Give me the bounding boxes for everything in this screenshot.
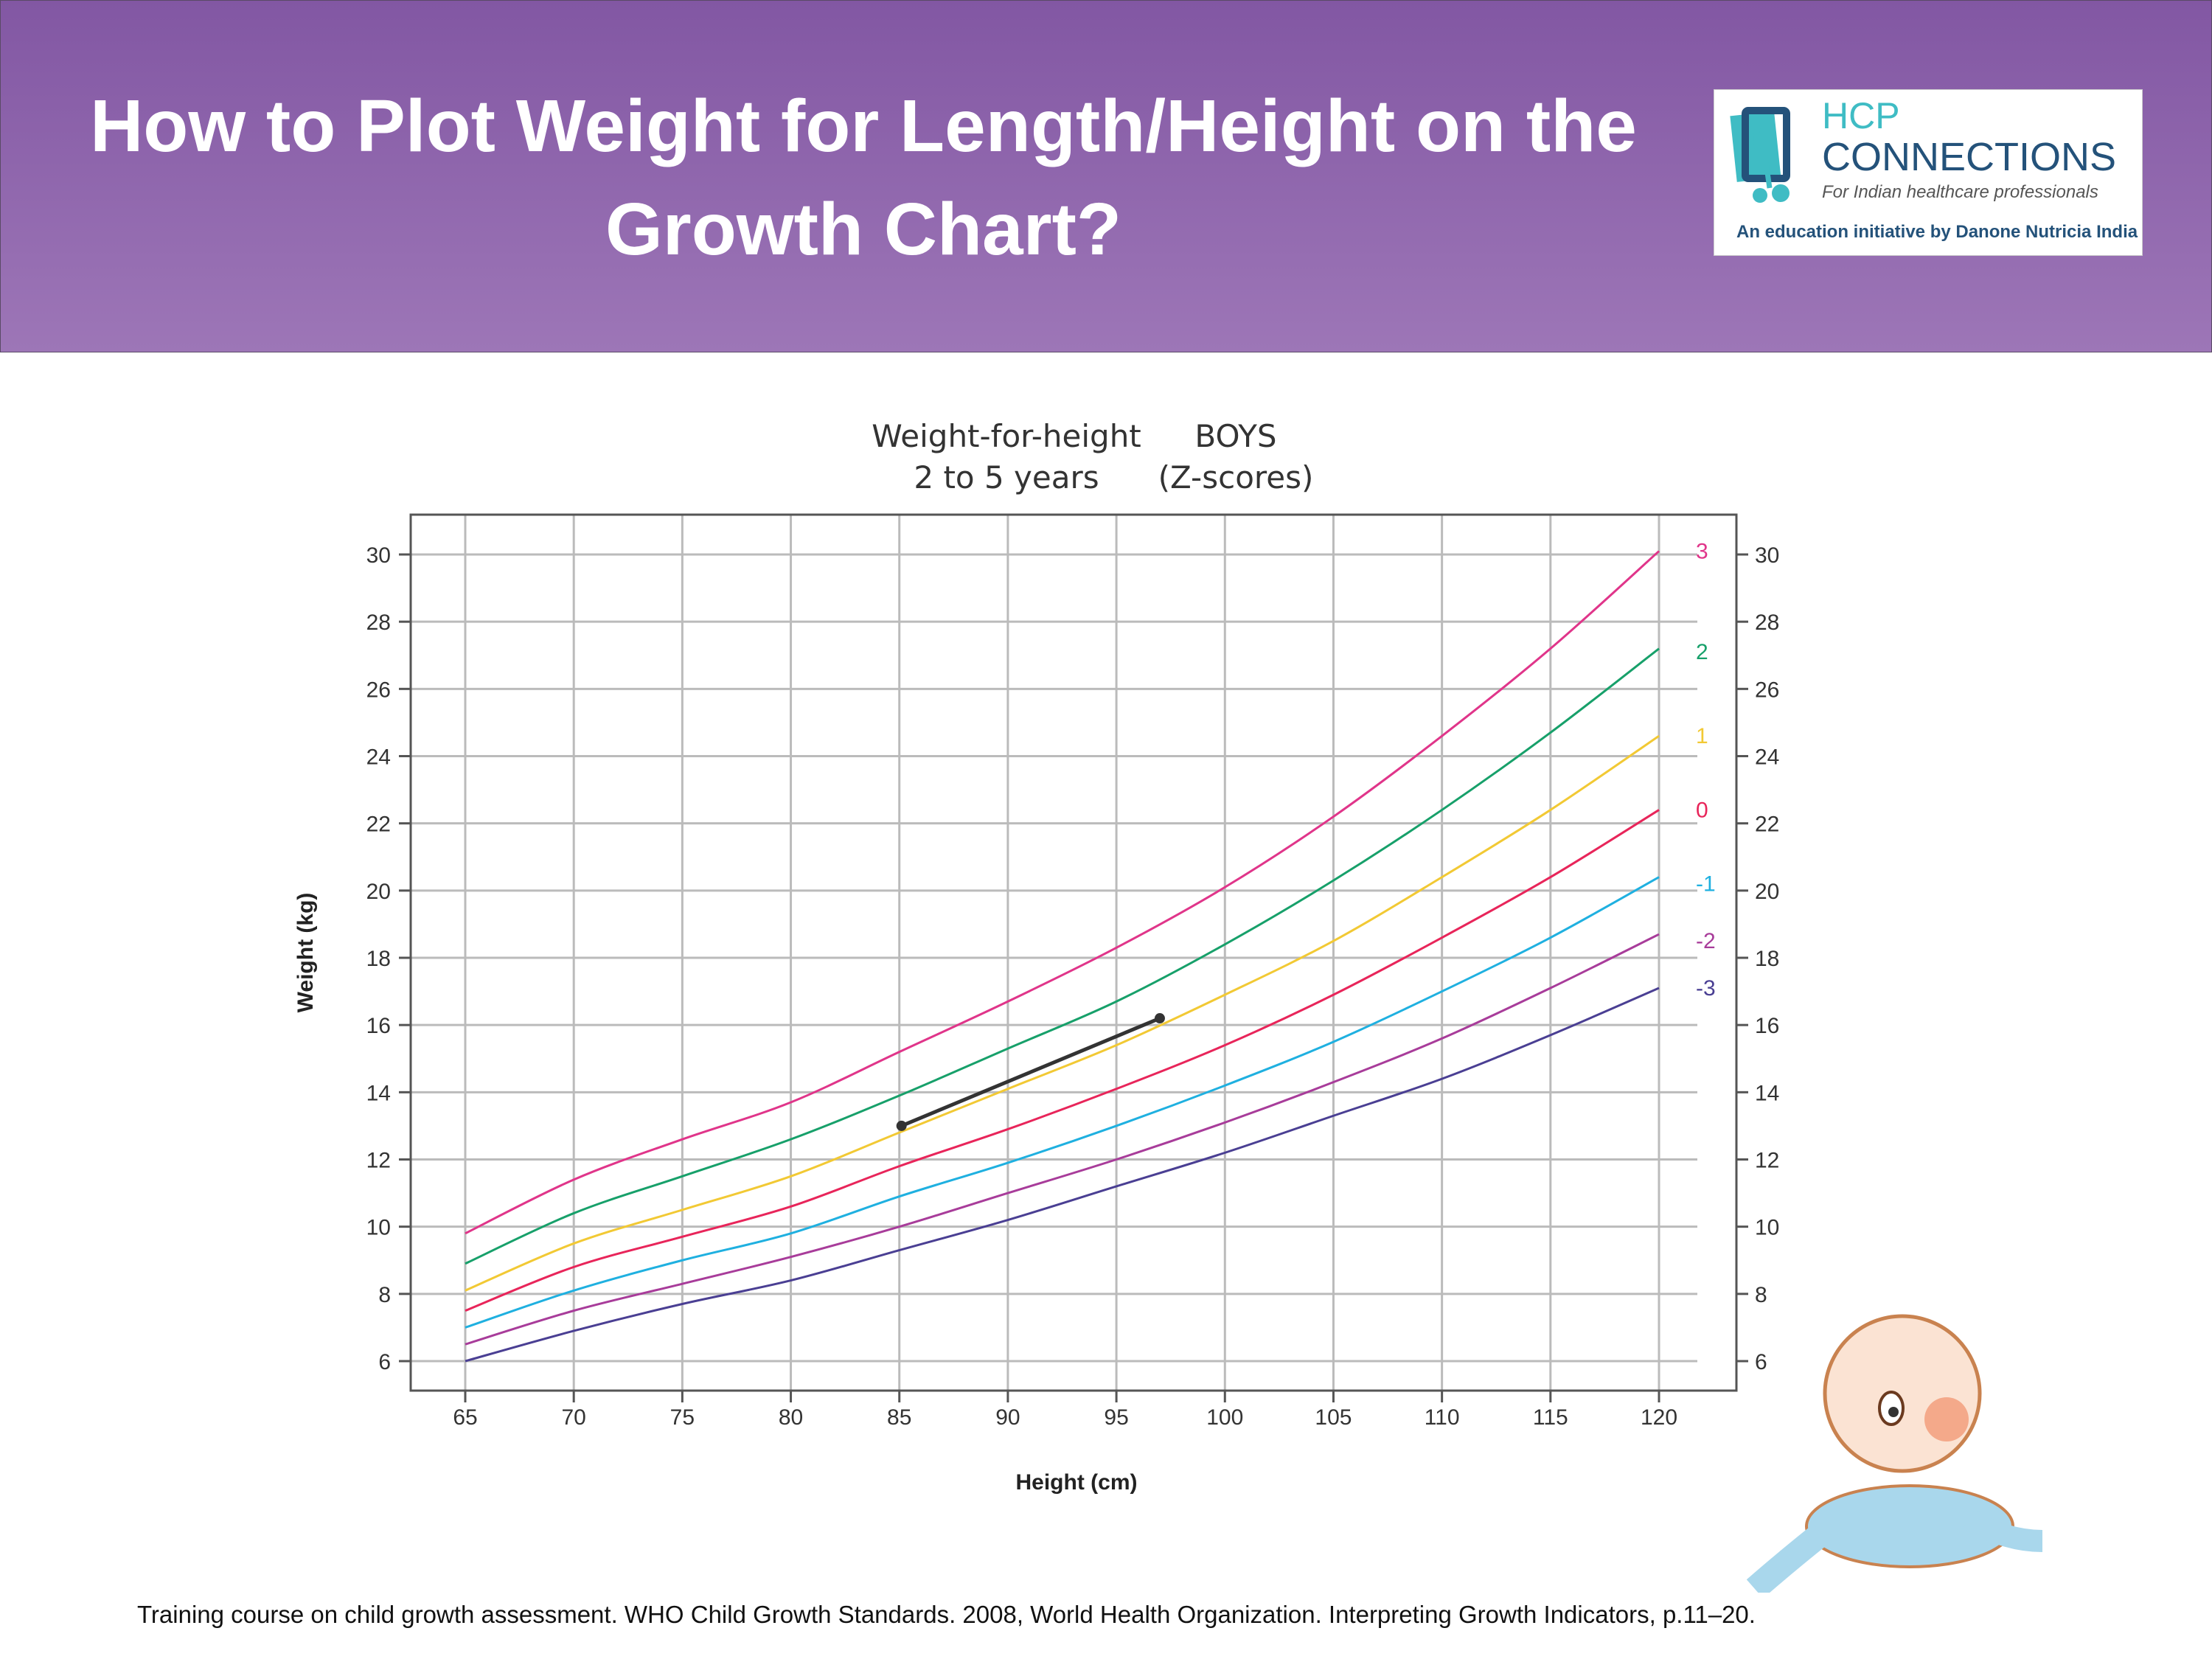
x-tick-label: 90 (995, 1405, 1020, 1430)
zscore-curve--2 (465, 933, 1660, 1346)
zscore-label: 3 (1696, 539, 1708, 563)
x-tick-label: 80 (779, 1405, 803, 1430)
zscore-curve--3 (465, 987, 1660, 1363)
y-tick-label-right: 10 (1755, 1216, 1779, 1240)
citation-footer: Training course on child growth assessme… (137, 1601, 1756, 1628)
zscore-label: -3 (1696, 976, 1716, 1001)
y-tick-label-right: 18 (1755, 947, 1779, 971)
y-tick-label-left: 10 (366, 1216, 391, 1240)
y-tick-label-right: 14 (1755, 1081, 1779, 1105)
x-tick-label: 65 (453, 1405, 477, 1430)
y-tick-label-right: 24 (1755, 745, 1779, 770)
x-tick-label: 120 (1641, 1405, 1677, 1430)
y-tick-label-left: 30 (366, 543, 391, 568)
y-axis-label: Weight (kg) (293, 893, 318, 1013)
zscore-curve-2 (465, 647, 1660, 1265)
y-tick-label-right: 8 (1755, 1283, 1767, 1307)
logo-hcp: HCP (1822, 95, 1900, 136)
y-tick-label-left: 16 (366, 1014, 391, 1038)
zscore-label: 2 (1696, 640, 1708, 664)
y-tick-label-right: 28 (1755, 611, 1779, 635)
x-tick-label: 75 (670, 1405, 695, 1430)
chart-subtitle: 2 to 5 years (914, 459, 1099, 495)
y-tick-label-right: 16 (1755, 1014, 1779, 1038)
plotted-point (1154, 1013, 1165, 1024)
chart-zscore-label: (Z-scores) (1158, 459, 1314, 495)
y-tick-label-left: 14 (366, 1081, 391, 1105)
crawling-baby-illustration (1746, 1314, 2043, 1593)
x-tick-label: 100 (1206, 1405, 1243, 1430)
x-axis-label: Height (cm) (1016, 1470, 1138, 1495)
y-tick-label-left: 20 (366, 880, 391, 904)
y-tick-label-right: 6 (1755, 1350, 1767, 1374)
zscore-curve-3 (465, 550, 1660, 1235)
plotted-point (896, 1120, 907, 1131)
y-tick-label-left: 12 (366, 1149, 391, 1173)
chart-sex-label: BOYS (1194, 418, 1276, 454)
logo-connections: CONNECTIONS (1822, 135, 2117, 179)
x-tick-label: 110 (1425, 1405, 1460, 1430)
x-tick-label: 85 (887, 1405, 911, 1430)
zscore-label: -2 (1696, 929, 1716, 953)
header-banner: How to Plot Weight for Length/Height on … (0, 0, 2212, 352)
y-tick-label-left: 8 (378, 1283, 391, 1307)
x-tick-label: 70 (561, 1405, 585, 1430)
logo-initiative: An education initiative by Danone Nutric… (1736, 222, 2138, 242)
y-tick-label-left: 26 (366, 678, 391, 702)
hcp-connections-logo: HCP CONNECTIONS For Indian healthcare pr… (1714, 89, 2143, 256)
y-tick-label-right: 12 (1755, 1149, 1779, 1173)
zscore-curve--1 (465, 876, 1660, 1329)
zscore-curve-1 (465, 734, 1660, 1292)
zscore-label: 0 (1696, 798, 1708, 822)
plotted-growth-line (900, 1016, 1161, 1128)
zscore-label: 1 (1696, 724, 1708, 748)
x-tick-label: 105 (1315, 1405, 1352, 1430)
page-title: How to Plot Weight for Length/Height on … (90, 85, 1637, 271)
y-tick-label-right: 22 (1755, 813, 1779, 837)
y-tick-label-right: 26 (1755, 678, 1779, 702)
stethoscope-tablet-icon (1730, 107, 1790, 203)
chart-title: Weight-for-height (872, 418, 1141, 454)
y-tick-label-left: 28 (366, 611, 391, 635)
x-tick-label: 115 (1533, 1405, 1568, 1430)
y-tick-label-left: 24 (366, 745, 391, 770)
logo-tagline: For Indian healthcare professionals (1822, 182, 2098, 202)
y-tick-label-right: 20 (1755, 880, 1779, 904)
y-tick-label-right: 30 (1755, 543, 1779, 568)
plot-frame (409, 513, 1738, 1392)
y-tick-label-left: 18 (366, 947, 391, 971)
y-tick-label-left: 6 (378, 1350, 391, 1374)
zscore-label: -1 (1696, 872, 1716, 897)
x-tick-label: 95 (1104, 1405, 1128, 1430)
zscore-curve-0 (465, 809, 1660, 1312)
y-tick-label-left: 22 (366, 813, 391, 837)
